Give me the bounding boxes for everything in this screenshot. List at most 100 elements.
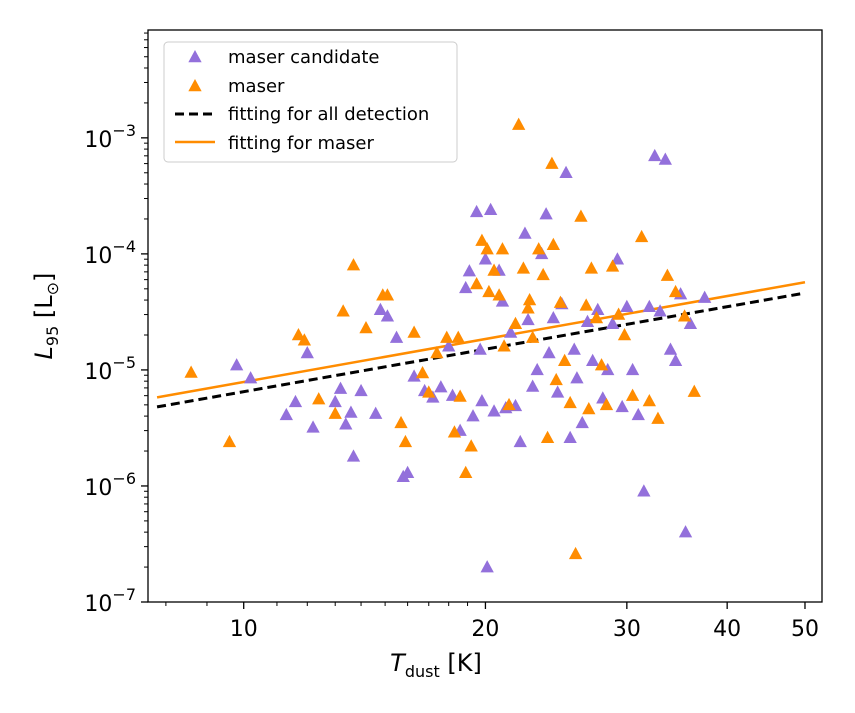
maser-point — [582, 402, 596, 415]
candidate-point — [480, 560, 494, 573]
candidate-point — [631, 407, 645, 421]
candidate-point — [580, 314, 595, 328]
maser-point — [625, 388, 640, 401]
legend: maser candidate maser fitting for all de… — [163, 41, 458, 163]
maser-point — [440, 330, 454, 343]
candidate-point — [346, 449, 361, 462]
candidate-point — [434, 380, 448, 393]
maser-point — [512, 117, 526, 130]
maser-point — [668, 284, 683, 298]
candidate-point — [575, 415, 589, 429]
legend-candidate-marker — [188, 50, 202, 63]
legend-label-candidate: maser candidate — [228, 47, 380, 68]
maser-point — [291, 327, 306, 341]
candidate-point — [504, 325, 518, 338]
candidate-point — [610, 252, 625, 265]
candidate-point — [333, 381, 348, 394]
maser-point — [502, 397, 516, 411]
maser-point — [605, 259, 620, 272]
candidate-point — [653, 304, 667, 317]
maser-point — [422, 385, 436, 398]
maser-point — [346, 258, 361, 271]
maser-point — [222, 434, 237, 448]
candidate-point — [586, 353, 600, 366]
maser-point — [297, 333, 312, 346]
candidate-point — [389, 330, 404, 343]
candidate-point — [637, 484, 651, 497]
candidate-point — [407, 369, 421, 382]
maser-point — [549, 372, 563, 386]
legend-box — [163, 41, 458, 163]
candidate-point — [328, 394, 342, 408]
candidate-point — [369, 406, 383, 419]
candidate-point — [288, 394, 303, 408]
maser-point — [557, 353, 572, 366]
candidate-point — [518, 226, 532, 239]
candidate-point — [521, 312, 535, 326]
candidate-point — [546, 311, 561, 324]
maser-point — [459, 465, 473, 478]
maser-point — [359, 320, 373, 334]
maser-point — [492, 288, 506, 301]
x-tick-label: 40 — [713, 617, 741, 642]
maser-point — [545, 156, 559, 169]
candidate-point — [279, 407, 293, 421]
maser-point — [651, 411, 665, 424]
maser-point — [487, 263, 501, 276]
maser-point — [589, 311, 604, 324]
maser-point — [574, 209, 588, 222]
candidate-point — [469, 204, 484, 218]
candidate-point — [658, 152, 672, 165]
candidate-point — [373, 302, 388, 316]
candidate-point — [400, 465, 415, 478]
maser-point — [508, 316, 523, 329]
maser-point — [430, 345, 444, 359]
maser-point — [642, 393, 656, 407]
candidate-point — [442, 339, 456, 352]
maser-point — [522, 293, 537, 306]
candidate-point — [563, 430, 577, 444]
candidate-point — [344, 405, 358, 418]
candidate-point — [300, 345, 314, 359]
maser-point — [451, 330, 465, 343]
x-tick-label: 50 — [791, 617, 819, 642]
y-tick-label: 10−6 — [84, 469, 136, 501]
candidate-point — [567, 342, 581, 355]
candidate-point — [466, 409, 480, 422]
maser-point — [328, 406, 342, 419]
maser-point — [687, 384, 701, 397]
x-tick-label: 20 — [471, 617, 499, 642]
maser-point — [482, 284, 496, 298]
candidate-point — [230, 358, 244, 371]
candidate-point — [478, 252, 493, 265]
maser-point — [526, 330, 540, 343]
legend-label-fit-all: fitting for all detection — [228, 104, 429, 125]
maser-point — [495, 242, 510, 255]
maser-point — [464, 439, 478, 452]
maser-point — [660, 268, 675, 281]
candidate-point — [306, 420, 320, 433]
candidate-point — [625, 362, 640, 376]
maser-point — [599, 397, 614, 411]
maser-point — [579, 298, 593, 311]
x-axis-ticks: 10 20 30 40 50 — [165, 602, 819, 642]
legend-maser-marker — [188, 79, 202, 92]
y-axis-label: L95 [L⊙] — [30, 273, 62, 360]
candidate-point — [526, 379, 540, 392]
maser-point — [540, 430, 555, 444]
candidate-point — [542, 345, 556, 359]
maser-point — [546, 237, 561, 250]
maser-point — [336, 304, 350, 317]
candidate-point — [642, 299, 656, 313]
maser-point — [497, 339, 511, 352]
maser-point — [563, 395, 577, 409]
legend-label-fit-maser: fitting for maser — [228, 133, 374, 154]
candidate-point — [380, 309, 395, 322]
maser-point — [407, 325, 421, 338]
candidate-point — [487, 404, 501, 417]
maser-point — [480, 242, 494, 255]
candidate-point — [550, 385, 565, 398]
candidate-point — [559, 165, 573, 179]
x-tick-label: 30 — [613, 617, 641, 642]
